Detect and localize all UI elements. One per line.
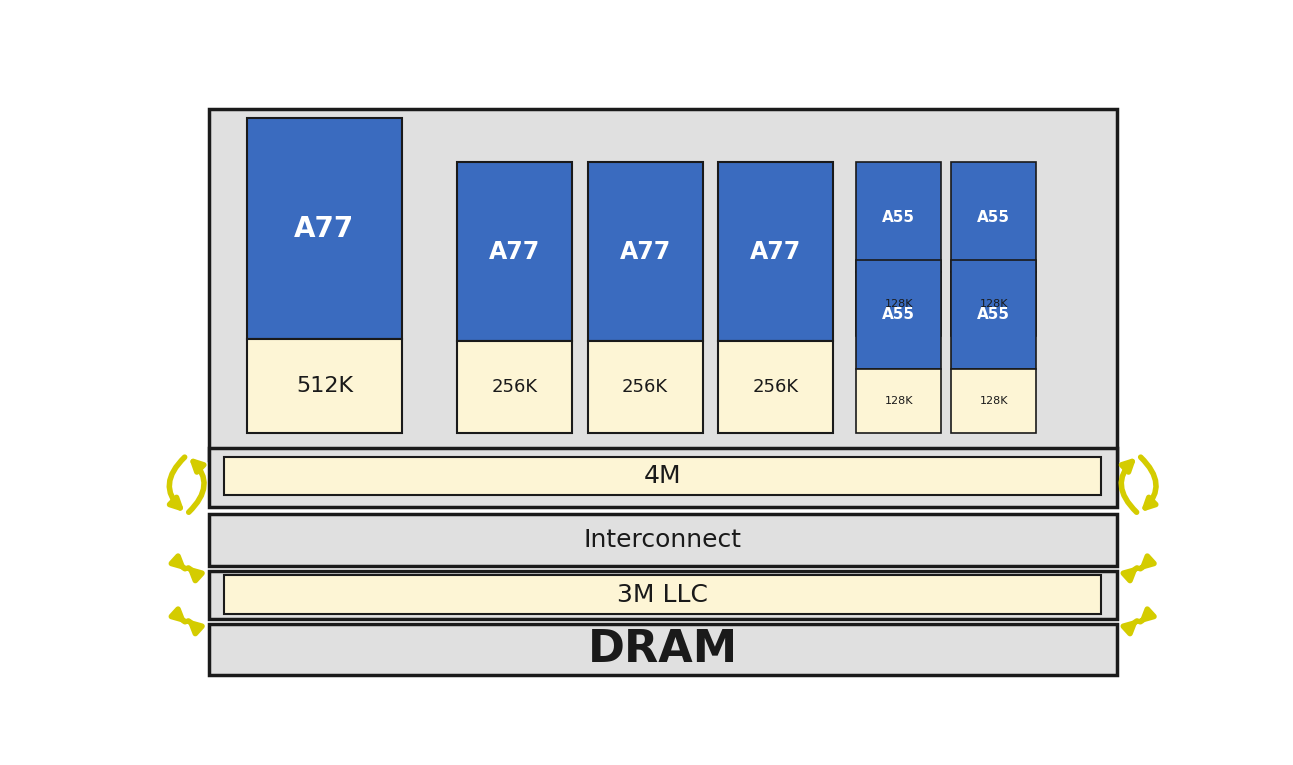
Bar: [856, 162, 941, 272]
Bar: [718, 162, 833, 341]
Text: Interconnect: Interconnect: [583, 528, 742, 552]
Text: DRAM: DRAM: [587, 628, 738, 671]
Text: 512K: 512K: [296, 376, 353, 396]
FancyArrowPatch shape: [1124, 621, 1138, 633]
FancyArrowPatch shape: [1140, 556, 1155, 568]
FancyArrowPatch shape: [1140, 609, 1155, 622]
Bar: [208, 623, 1117, 675]
Text: 128K: 128K: [884, 299, 913, 309]
Bar: [952, 369, 1037, 434]
FancyArrowPatch shape: [171, 556, 185, 568]
Text: 256K: 256K: [491, 379, 538, 396]
Bar: [208, 571, 1117, 619]
Bar: [587, 162, 703, 341]
Text: A55: A55: [882, 210, 915, 225]
Bar: [952, 272, 1037, 337]
Text: 256K: 256K: [753, 379, 799, 396]
Bar: [458, 341, 573, 434]
FancyArrowPatch shape: [187, 621, 202, 633]
Bar: [718, 341, 833, 434]
Text: A77: A77: [295, 215, 354, 243]
FancyArrowPatch shape: [187, 568, 202, 581]
Text: 128K: 128K: [884, 396, 913, 406]
Bar: [247, 119, 402, 339]
Text: 128K: 128K: [980, 299, 1009, 309]
FancyArrowPatch shape: [1124, 568, 1138, 581]
Text: A55: A55: [978, 307, 1010, 322]
Text: 128K: 128K: [980, 396, 1009, 406]
FancyArrowPatch shape: [1140, 457, 1156, 508]
Text: A55: A55: [978, 210, 1010, 225]
Bar: [952, 259, 1037, 369]
Bar: [952, 162, 1037, 272]
Bar: [458, 162, 573, 341]
Text: 4M: 4M: [644, 464, 681, 488]
Text: A77: A77: [750, 240, 802, 264]
Bar: [224, 575, 1100, 614]
Bar: [247, 339, 402, 434]
Bar: [856, 369, 941, 434]
Text: A55: A55: [882, 307, 915, 322]
FancyArrowPatch shape: [171, 609, 185, 622]
Bar: [208, 448, 1117, 507]
Bar: [208, 109, 1117, 460]
Bar: [856, 272, 941, 337]
Bar: [224, 457, 1100, 495]
Text: 256K: 256K: [622, 379, 668, 396]
Text: A77: A77: [619, 240, 671, 264]
Bar: [208, 514, 1117, 566]
Bar: [856, 259, 941, 369]
Text: A77: A77: [489, 240, 540, 264]
FancyArrowPatch shape: [1121, 461, 1137, 513]
FancyArrowPatch shape: [169, 457, 185, 508]
Text: 3M LLC: 3M LLC: [617, 583, 707, 607]
FancyArrowPatch shape: [189, 461, 204, 513]
Bar: [587, 341, 703, 434]
